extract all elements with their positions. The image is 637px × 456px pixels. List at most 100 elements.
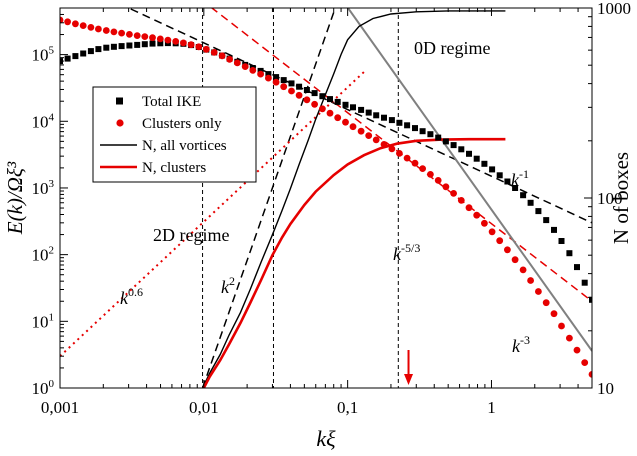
- cluster-point-42: [380, 141, 388, 148]
- ike-point-67: [574, 264, 580, 271]
- cluster-point-48: [427, 171, 434, 178]
- cluster-point-12: [149, 34, 156, 42]
- ike-point-40: [365, 109, 372, 116]
- ike-point-45: [404, 122, 411, 129]
- ike-point-66: [566, 250, 573, 257]
- cluster-point-28: [272, 78, 280, 86]
- cluster-point-15: [172, 38, 180, 45]
- ike-point-47: [419, 128, 426, 135]
- arrow-marker: [404, 350, 414, 385]
- cluster-point-63: [542, 299, 550, 307]
- cluster-point-64: [550, 310, 558, 318]
- ike-point-48: [427, 131, 434, 138]
- cluster-point-57: [496, 237, 504, 245]
- cluster-point-31: [295, 91, 303, 99]
- cluster-point-40: [365, 132, 373, 140]
- cluster-point-50: [442, 183, 450, 191]
- cluster-point-19: [202, 45, 210, 53]
- ike-point-5: [95, 46, 102, 53]
- y-right-tick-label: 100: [597, 189, 623, 208]
- y-right-tick-label: 10: [597, 379, 614, 398]
- ike-point-12: [149, 40, 156, 47]
- cluster-point-68: [581, 359, 589, 366]
- cluster-point-56: [488, 228, 496, 236]
- ike-point-10: [134, 41, 141, 48]
- regime-boundary-lines: [202, 8, 399, 388]
- data-points: [60, 16, 592, 378]
- cluster-point-62: [535, 288, 542, 295]
- cluster-point-53: [465, 204, 473, 212]
- ike-point-36: [334, 98, 341, 105]
- cluster-point-6: [102, 27, 110, 34]
- ike-point-30: [288, 80, 295, 87]
- cluster-point-22: [226, 55, 234, 63]
- cluster-point-60: [519, 266, 527, 274]
- slope-labels: k-1 k-5/3 k-3 k2 k0.6: [120, 167, 530, 356]
- cluster-point-55: [481, 219, 488, 227]
- ike-point-65: [558, 238, 565, 244]
- x-tick-label: 1: [487, 398, 496, 417]
- cluster-point-67: [573, 346, 581, 354]
- regime-2d-label: 2D regime: [153, 225, 229, 245]
- cluster-point-33: [311, 100, 318, 108]
- ike-point-63: [543, 217, 550, 224]
- ike-point-43: [388, 117, 395, 124]
- ike-point-58: [504, 178, 511, 185]
- cluster-point-17: [187, 41, 195, 49]
- cluster-point-10: [133, 32, 141, 39]
- cluster-point-59: [511, 256, 519, 264]
- box-count-lines: [201, 10, 506, 388]
- cluster-point-30: [288, 87, 295, 95]
- y-right-axis-label: N of boxes: [609, 152, 633, 244]
- ike-point-7: [110, 43, 117, 50]
- ike-point-49: [435, 134, 442, 141]
- cluster-point-9: [125, 31, 133, 38]
- cluster-point-32: [303, 96, 311, 104]
- ike-point-31: [296, 83, 303, 90]
- cluster-point-49: [434, 177, 442, 184]
- ike-point-53: [466, 150, 472, 157]
- ike-point-35: [327, 96, 333, 103]
- ike-point-32: [303, 87, 310, 93]
- cluster-point-51: [450, 190, 457, 197]
- cluster-point-2: [72, 20, 79, 28]
- ike-point-11: [141, 41, 148, 48]
- slope-label-k0.6: k0.6: [120, 285, 143, 308]
- cluster-point-11: [141, 33, 149, 40]
- reference-slope-lines: [60, 8, 592, 388]
- y-left-tick-label: 100: [32, 378, 55, 398]
- series-line-n-clusters: [202, 137, 506, 388]
- ike-point-34: [319, 93, 326, 100]
- ike-point-64: [551, 226, 557, 233]
- cluster-point-41: [372, 136, 380, 144]
- cluster-point-66: [566, 334, 573, 342]
- y-left-tick-label: 102: [32, 245, 55, 265]
- ike-point-1: [64, 55, 71, 62]
- cluster-point-37: [342, 118, 349, 126]
- ike-point-33: [311, 90, 318, 97]
- cluster-point-58: [504, 246, 511, 254]
- y-left-tick-label: 103: [32, 178, 55, 198]
- cluster-point-43: [388, 145, 396, 153]
- ike-point-46: [412, 125, 418, 132]
- reference-line-k-3: [346, 8, 592, 352]
- slope-label-k2: k2: [221, 274, 235, 297]
- cluster-point-47: [419, 165, 426, 173]
- cluster-point-69: [588, 371, 592, 378]
- ike-point-52: [458, 146, 465, 153]
- cluster-point-36: [334, 114, 342, 122]
- cluster-point-20: [210, 49, 218, 56]
- x-tick-label: 0,001: [41, 398, 79, 417]
- slope-label-k-5-3: k-5/3: [393, 241, 420, 264]
- y-left-tick-label: 101: [32, 311, 55, 331]
- cluster-point-8: [118, 29, 125, 37]
- cluster-point-25: [249, 67, 257, 74]
- ike-point-39: [358, 106, 365, 113]
- regime-0d-label: 0D regime: [414, 38, 490, 58]
- ike-point-27: [265, 71, 272, 78]
- cluster-point-29: [280, 83, 288, 91]
- cluster-point-52: [457, 197, 465, 204]
- ike-point-44: [396, 119, 403, 126]
- ike-point-28: [273, 74, 280, 81]
- legend-label: N, clusters: [142, 160, 206, 176]
